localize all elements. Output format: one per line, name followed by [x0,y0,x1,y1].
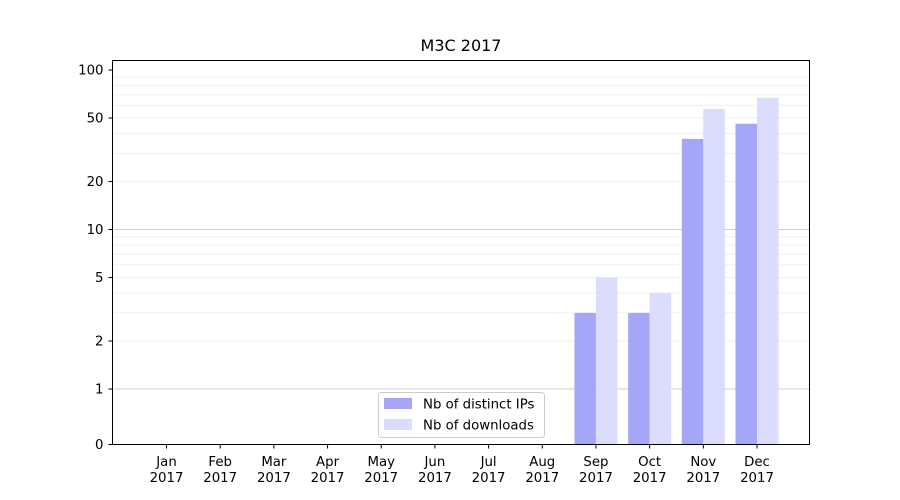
x-tick-label: May 2017 [364,455,398,486]
x-tick-label: Feb 2017 [203,455,237,486]
y-tick-label: 1 [95,383,103,398]
y-axis-ticks: 0 1 2 5 10 20 50 100 [78,64,113,453]
x-tick-label: Mar 2017 [257,455,291,486]
plot-frame [112,60,810,445]
y-tick-label: 10 [87,223,104,238]
x-tick-label: Jan 2017 [150,455,184,486]
x-tick-label: Dec 2017 [740,455,774,486]
legend-label: Nb of downloads [423,419,534,434]
legend-swatch [384,398,412,409]
grid-lines [112,76,810,390]
y-tick-label: 0 [95,438,103,453]
bar-downloads [595,277,618,445]
x-tick-label: Aug 2017 [525,455,559,486]
y-tick-label: 20 [87,175,104,190]
x-tick-label: Sep 2017 [579,455,613,486]
x-axis-ticks: Jan 2017 Feb 2017 Mar 2017 Apr 2017 May 2017 Jun 20… [150,444,774,486]
bar-distinct-ips [681,138,704,445]
y-tick-label: 2 [95,334,103,349]
y-tick-label: 100 [78,64,103,79]
legend: Nb of distinct IPs Nb of downloads [378,392,545,438]
x-tick-label: Jul 2017 [472,455,506,486]
legend-label: Nb of distinct IPs [423,398,535,413]
chart-title: M3C 2017 [421,36,502,55]
bar-downloads [757,97,779,445]
bar-downloads [649,292,672,445]
bar-downloads [703,108,725,445]
legend-swatch [384,419,412,430]
y-tick-label: 50 [87,112,104,127]
x-tick-label: Apr 2017 [311,455,345,486]
y-tick-label: 5 [95,271,103,286]
x-tick-label: Oct 2017 [633,455,667,486]
legend-box [378,392,545,438]
bar-distinct-ips [735,123,757,445]
bars [574,97,779,445]
bar-distinct-ips [574,312,596,445]
x-tick-label: Nov 2017 [686,455,720,486]
bar-distinct-ips [628,312,650,445]
x-tick-label: Jun 2017 [418,455,452,486]
